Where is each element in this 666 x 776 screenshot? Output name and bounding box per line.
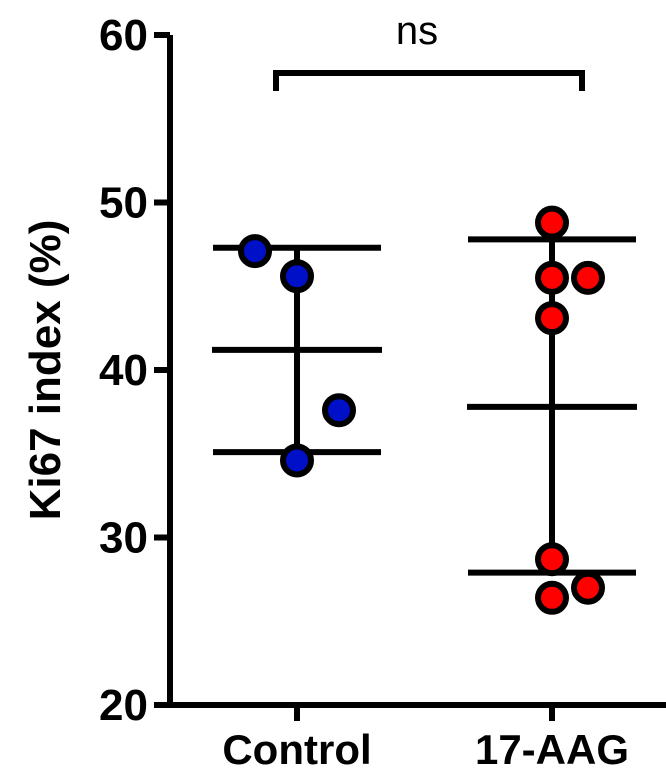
x-category-label: 17-AAG <box>475 726 629 773</box>
y-tick-label: 50 <box>99 179 148 228</box>
data-point <box>322 393 356 428</box>
data-point <box>280 259 314 294</box>
data-point <box>535 205 569 240</box>
significance-bracket: ns <box>273 9 585 91</box>
data-point <box>280 443 314 478</box>
data-point <box>535 542 569 577</box>
y-tick-label: 40 <box>99 346 148 395</box>
data-point <box>571 260 605 295</box>
data-point <box>571 570 605 605</box>
data-groups <box>212 205 637 615</box>
axes <box>167 35 666 708</box>
data-point <box>535 301 569 336</box>
y-axis-title: Ki67 index (%) <box>21 220 70 521</box>
data-point <box>535 260 569 295</box>
x-categories: Control 17-AAG <box>222 705 629 773</box>
y-tick-label: 30 <box>99 514 148 563</box>
data-point <box>535 580 569 615</box>
y-ticks: 20 30 40 50 60 <box>99 11 170 730</box>
data-point <box>238 234 272 269</box>
x-category-label: Control <box>222 726 371 773</box>
bracket-line <box>273 70 585 91</box>
group-17-aag <box>467 205 637 615</box>
y-tick-label: 60 <box>99 11 148 60</box>
group-control <box>212 234 382 478</box>
significance-label: ns <box>396 9 438 53</box>
y-tick-label: 20 <box>99 681 148 730</box>
